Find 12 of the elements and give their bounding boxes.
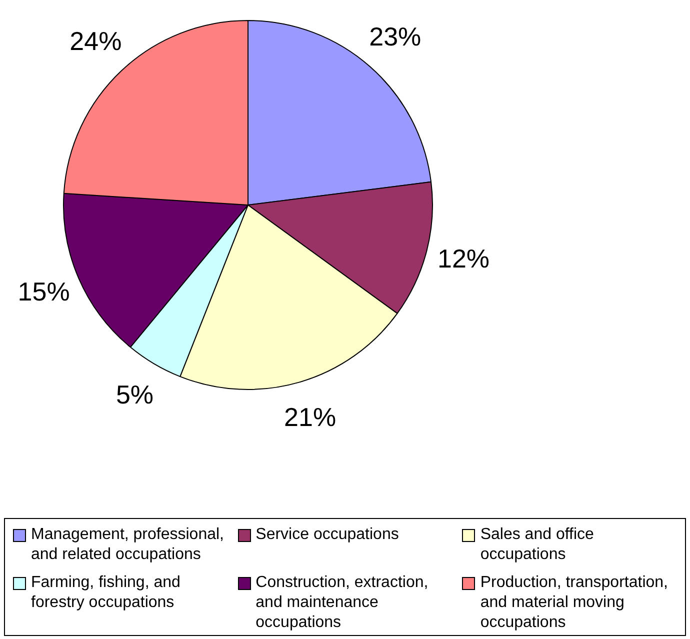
legend-label: Farming, fishing, and forestry occupations bbox=[31, 573, 182, 613]
legend-label: Service occupations bbox=[256, 525, 399, 545]
data-label: 21% bbox=[284, 402, 336, 432]
data-label: 23% bbox=[369, 21, 422, 52]
legend-label: Production, transportation, and material moving occupations bbox=[480, 573, 669, 633]
data-label: 5% bbox=[116, 380, 154, 410]
data-label: 15% bbox=[18, 276, 70, 307]
data-label: 12% bbox=[437, 244, 490, 274]
data-label: 24% bbox=[70, 26, 122, 56]
legend-label: Sales and office occupations bbox=[480, 525, 595, 565]
legend-label: Construction, extraction, and maintenance occupations bbox=[256, 573, 430, 633]
legend-label: Management, professional, and related occupations bbox=[31, 525, 225, 565]
